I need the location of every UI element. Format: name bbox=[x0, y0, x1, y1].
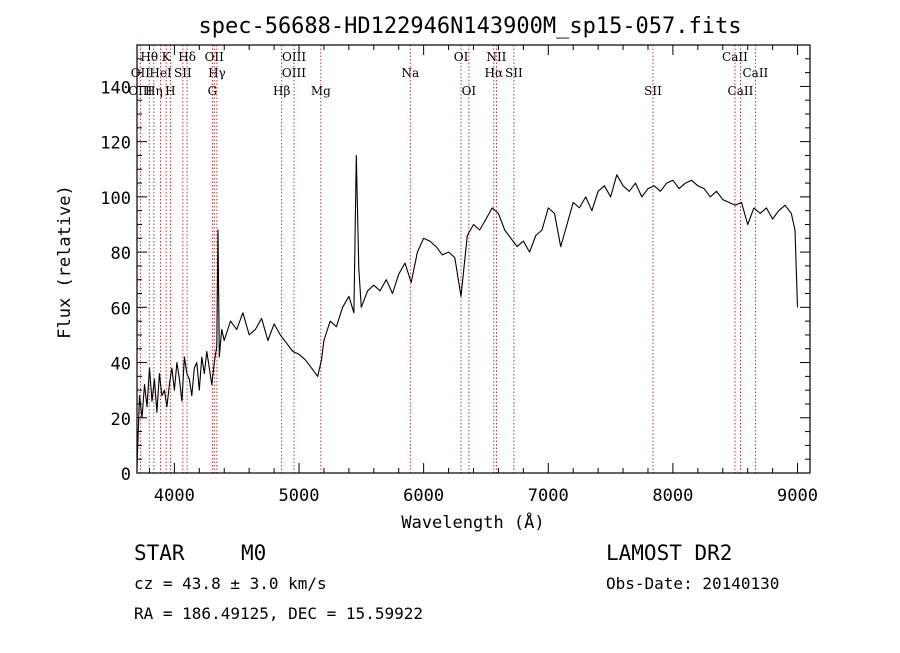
line-label: HeI bbox=[149, 66, 172, 80]
y-tick-label: 140 bbox=[100, 78, 131, 98]
observation-date: Obs-Date: 20140130 bbox=[606, 574, 779, 593]
x-tick-label: 7000 bbox=[528, 486, 569, 506]
y-axis-label: Flux (relative) bbox=[55, 185, 75, 339]
object-class: STAR bbox=[134, 541, 185, 565]
spectrum-line-group bbox=[136, 154, 799, 468]
line-label: Mg bbox=[311, 84, 331, 98]
y-tick-label: 40 bbox=[111, 355, 131, 375]
x-axis-ticks: 4000 5000 6000 7000 8000 9000 bbox=[148, 45, 818, 506]
line-label: SII bbox=[505, 66, 523, 80]
survey-name: LAMOST DR2 bbox=[606, 541, 732, 565]
line-label: OIII bbox=[128, 84, 152, 98]
x-tick-label: 6000 bbox=[403, 486, 444, 506]
line-label: Hα bbox=[485, 66, 504, 80]
line-label: Na bbox=[401, 66, 419, 80]
line-label: Hη bbox=[145, 84, 163, 98]
redshift-cz: cz = 43.8 ± 3.0 km/s bbox=[134, 574, 327, 593]
x-axis-label: Wavelength (Å) bbox=[401, 511, 544, 533]
y-tick-label: 120 bbox=[100, 134, 131, 154]
y-tick-label: 100 bbox=[100, 189, 131, 209]
chart-title: spec-56688-HD122946N143900M_sp15-057.fit… bbox=[198, 14, 741, 39]
y-tick-label: 0 bbox=[121, 465, 131, 485]
plot-frame bbox=[136, 44, 811, 474]
y-axis-ticks: 0 20 40 60 80 100 120 140 bbox=[100, 58, 810, 485]
x-tick-label: 9000 bbox=[777, 486, 818, 506]
line-label: CaII bbox=[742, 66, 768, 80]
line-label: CaII bbox=[722, 50, 748, 64]
line-label: OIII bbox=[282, 66, 306, 80]
line-label: G bbox=[208, 84, 218, 98]
line-label: Hγ bbox=[208, 66, 226, 80]
y-tick-label: 20 bbox=[111, 410, 131, 430]
spectrum-line bbox=[136, 154, 799, 468]
y-tick-label: 60 bbox=[111, 299, 131, 319]
line-label: OII bbox=[205, 50, 225, 64]
line-label: Hδ bbox=[178, 50, 196, 64]
x-tick-label: 8000 bbox=[652, 486, 693, 506]
line-label: NII bbox=[486, 50, 506, 64]
line-label: OI bbox=[454, 50, 469, 64]
spectral-line-markers bbox=[139, 45, 756, 473]
line-label: K bbox=[162, 50, 172, 64]
line-label: CaII bbox=[728, 84, 754, 98]
line-label: OI bbox=[462, 84, 477, 98]
object-subclass: M0 bbox=[241, 541, 266, 565]
x-tick-label: 4000 bbox=[154, 486, 195, 506]
line-label: SII bbox=[644, 84, 662, 98]
line-label: Hβ bbox=[273, 84, 290, 98]
line-label: H bbox=[165, 84, 175, 98]
y-tick-label: 80 bbox=[111, 244, 131, 264]
coordinates: RA = 186.49125, DEC = 15.59922 bbox=[134, 604, 423, 623]
x-tick-label: 5000 bbox=[279, 486, 320, 506]
line-label: Hθ bbox=[140, 50, 158, 64]
line-label: OIII bbox=[282, 50, 306, 64]
line-label: SII bbox=[174, 66, 192, 80]
